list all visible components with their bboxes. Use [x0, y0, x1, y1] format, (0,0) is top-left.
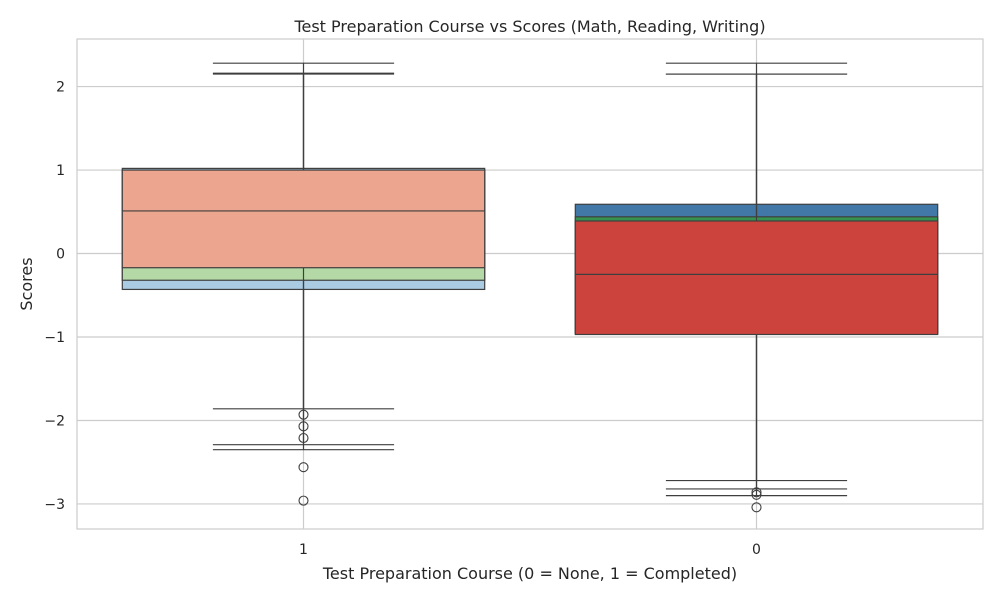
- x-axis-label: Test Preparation Course (0 = None, 1 = C…: [322, 564, 737, 583]
- x-tick-label: 0: [752, 542, 761, 558]
- y-tick-label: −1: [44, 330, 65, 346]
- outlier-point: [298, 495, 309, 506]
- outlier-point: [751, 489, 762, 500]
- y-tick-label: 0: [56, 247, 65, 263]
- outlier-point: [298, 409, 309, 420]
- box-series-0-5: [574, 73, 939, 498]
- outlier-point: [298, 462, 309, 473]
- boxes: [121, 62, 939, 513]
- plot-frame: [76, 38, 984, 530]
- y-tick-label: 1: [56, 163, 65, 179]
- y-tick-label: 2: [56, 80, 65, 96]
- y-axis-label: Scores: [17, 257, 36, 310]
- outlier-point: [751, 487, 762, 498]
- y-tick-labels: 2 1 0 −1 −2 −3: [44, 80, 65, 513]
- chart-title: Test Preparation Course vs Scores (Math,…: [293, 17, 765, 36]
- outlier-point: [298, 421, 309, 432]
- y-tick-label: −3: [44, 497, 65, 513]
- outlier-point: [751, 502, 762, 513]
- iqr-box: [574, 220, 939, 336]
- iqr-box: [121, 169, 486, 269]
- y-tick-label: −2: [44, 413, 65, 429]
- outlier-point: [298, 432, 309, 444]
- x-tick-label: 1: [299, 542, 308, 558]
- box-series-1-2: [121, 72, 486, 444]
